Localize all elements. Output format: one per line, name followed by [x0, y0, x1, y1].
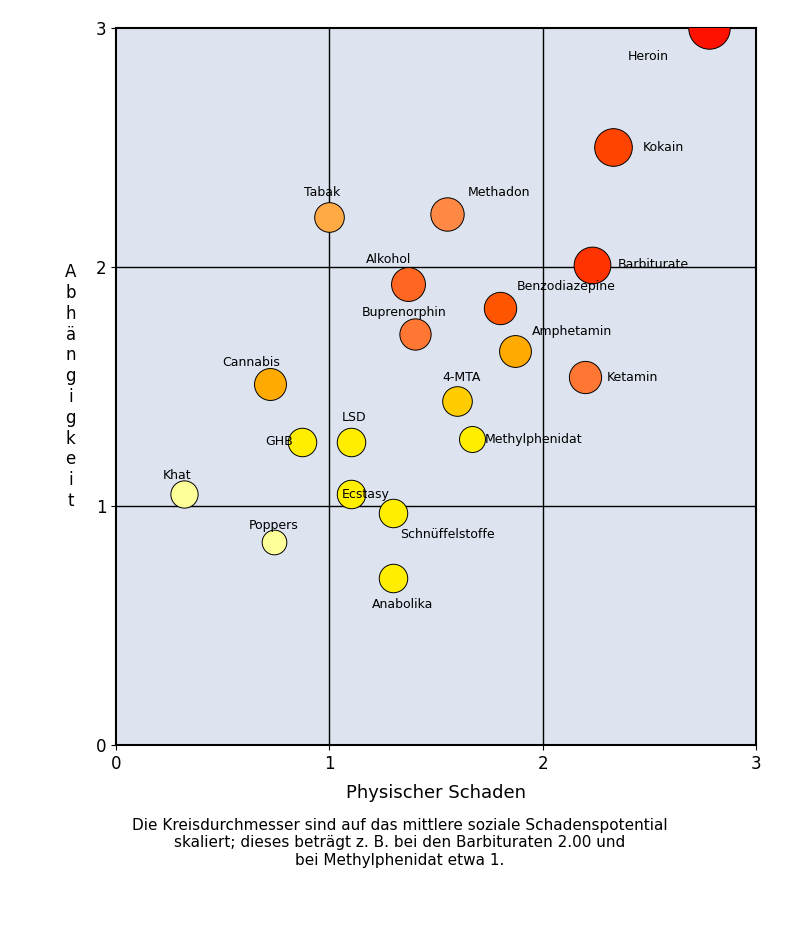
Text: Heroin: Heroin	[628, 50, 669, 63]
Point	[494, 300, 506, 315]
Point	[387, 570, 400, 585]
Point	[323, 209, 336, 224]
Text: Ecstasy: Ecstasy	[342, 488, 390, 501]
Text: Kokain: Kokain	[643, 141, 684, 154]
Point	[387, 506, 400, 520]
Text: Barbiturate: Barbiturate	[618, 258, 689, 271]
Point	[344, 434, 357, 449]
Text: Alkohol: Alkohol	[366, 254, 411, 267]
Point	[344, 487, 357, 502]
X-axis label: Physischer Schaden: Physischer Schaden	[346, 784, 526, 802]
Text: Amphetamin: Amphetamin	[532, 325, 612, 338]
Point	[440, 206, 453, 221]
Point	[267, 534, 280, 549]
Text: Buprenorphin: Buprenorphin	[362, 306, 446, 319]
Point	[451, 394, 464, 408]
Point	[408, 327, 421, 342]
Text: Khat: Khat	[163, 469, 191, 482]
Point	[606, 140, 619, 155]
Point	[178, 487, 190, 502]
Text: Tabak: Tabak	[304, 186, 340, 199]
Text: 4-MTA: 4-MTA	[442, 370, 481, 383]
Text: Die Kreisdurchmesser sind auf das mittlere soziale Schadenspotential
skaliert; d: Die Kreisdurchmesser sind auf das mittle…	[132, 818, 668, 868]
Text: GHB: GHB	[266, 435, 293, 448]
Text: Benzodiazepine: Benzodiazepine	[517, 280, 616, 293]
Text: Poppers: Poppers	[248, 519, 298, 532]
Text: LSD: LSD	[342, 411, 366, 424]
Point	[586, 257, 598, 272]
Y-axis label: A
b
h
ä
n
g
i
g
k
e
i
t: A b h ä n g i g k e i t	[65, 263, 76, 510]
Point	[295, 434, 308, 449]
Text: Methadon: Methadon	[468, 186, 530, 199]
Point	[263, 377, 276, 392]
Text: Ketamin: Ketamin	[606, 370, 658, 383]
Point	[402, 276, 414, 291]
Point	[466, 432, 478, 446]
Text: Schnüffelstoffe: Schnüffelstoffe	[400, 529, 494, 542]
Text: Cannabis: Cannabis	[222, 357, 281, 369]
Point	[702, 20, 715, 35]
Text: Anabolika: Anabolika	[372, 598, 434, 611]
Text: Methylphenidat: Methylphenidat	[485, 432, 582, 445]
Point	[509, 344, 522, 358]
Point	[579, 369, 592, 384]
